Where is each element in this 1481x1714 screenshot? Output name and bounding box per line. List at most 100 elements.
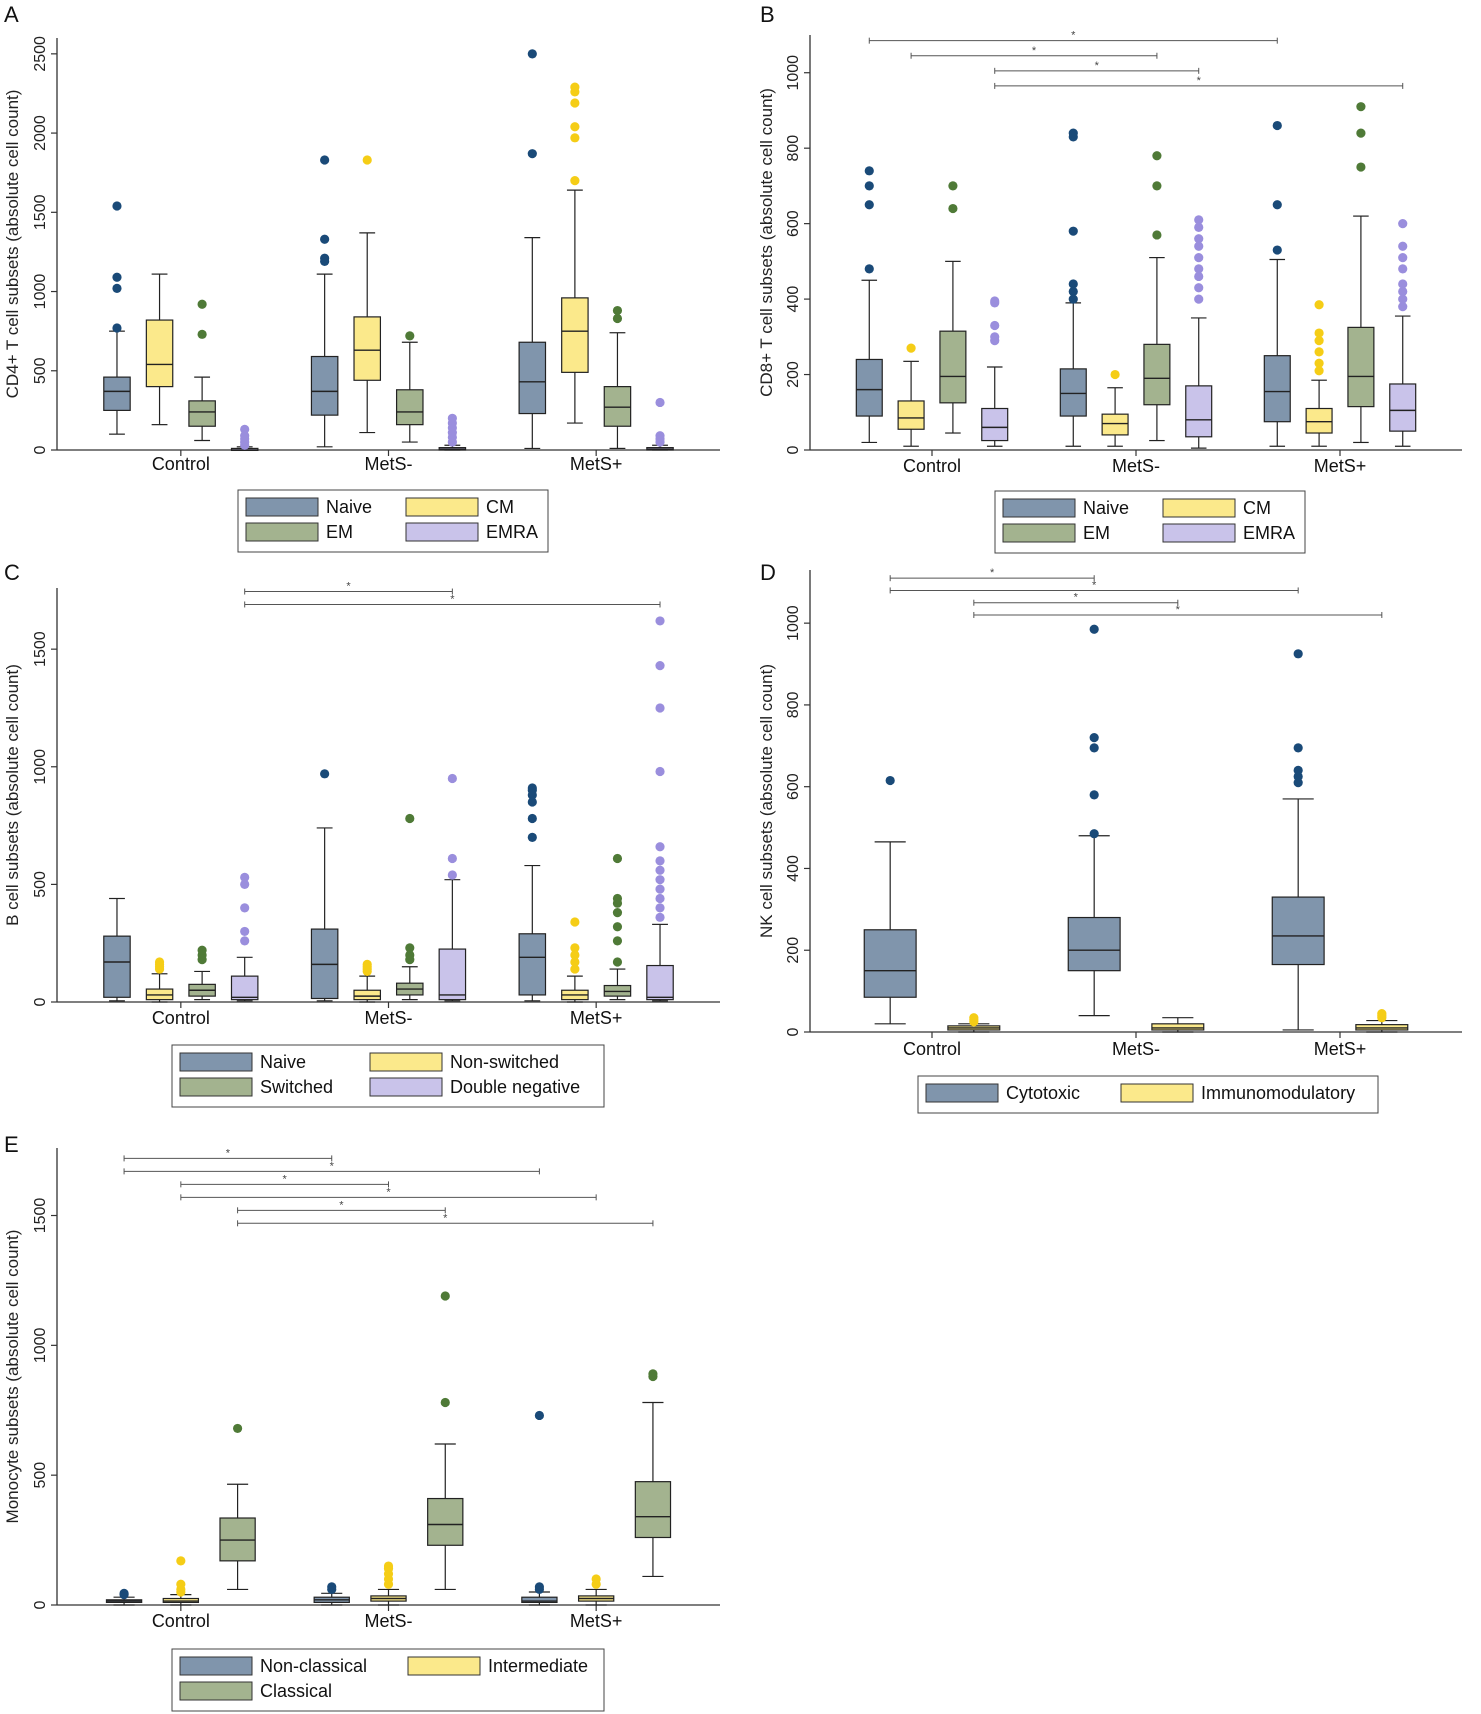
box-em (603, 386, 632, 427)
outlier-point (232, 1423, 243, 1434)
outlier-point (320, 253, 330, 263)
outlier-point (570, 964, 580, 974)
outlier-point (240, 936, 250, 946)
outlier-point (1194, 283, 1204, 293)
box-naive (1263, 355, 1291, 423)
box-cm (561, 297, 589, 373)
box-naive (855, 358, 883, 417)
legend-swatch (405, 497, 479, 517)
outlier-point (570, 122, 580, 132)
outlier-point (383, 1561, 394, 1571)
group-label-mets: MetS+ (1314, 456, 1367, 476)
outlier-point (1398, 219, 1408, 229)
legend-swatch (1162, 523, 1236, 543)
outlier-point (864, 166, 874, 176)
group-label-mets: MetS+ (570, 1008, 623, 1028)
outlier-point (570, 98, 580, 108)
outlier-point (570, 950, 580, 960)
box-double-negative (230, 975, 259, 1001)
outlier-point (655, 766, 665, 777)
group-label-control: Control (152, 454, 210, 474)
outlier-point (655, 912, 665, 922)
box-immunomodulatory (1151, 1023, 1205, 1031)
outlier-point (612, 936, 623, 946)
group-label-mets: MetS- (364, 454, 412, 474)
y-axis-label: B cell subsets (absolute cell count) (3, 664, 22, 926)
outlier-point (1272, 245, 1282, 255)
outlier-point (112, 272, 122, 282)
outlier-point (1356, 128, 1366, 138)
sig-star: * (1095, 60, 1100, 72)
legend-swatch (1120, 1083, 1194, 1103)
sig-star: * (990, 567, 995, 579)
outlier-point (1089, 829, 1099, 839)
outlier-point (1314, 347, 1324, 357)
outlier-point (969, 1013, 979, 1023)
legend-swatch (245, 522, 319, 542)
y-tick-label: 1500 (32, 631, 49, 667)
outlier-point (1194, 222, 1204, 233)
group-label-mets: MetS- (364, 1008, 412, 1028)
outlier-point (1398, 241, 1408, 251)
outlier-point (655, 616, 665, 626)
outlier-point (527, 832, 537, 842)
outlier-point (612, 313, 623, 324)
outlier-point (612, 853, 623, 864)
box-cytotoxic (1271, 896, 1325, 966)
outlier-point (864, 200, 874, 210)
sig-star: * (1197, 75, 1202, 87)
legend-item-emra: EMRA (1243, 523, 1295, 543)
y-tick-label: 500 (32, 871, 49, 898)
box-cytotoxic (1067, 916, 1121, 972)
legend-item-cm: CM (486, 497, 514, 517)
outlier-point (655, 397, 665, 408)
panel-c-letter: C (4, 560, 20, 585)
outlier-point (570, 176, 580, 186)
outlier-point (327, 1582, 337, 1592)
group-label-mets: MetS+ (570, 454, 623, 474)
outlier-point (112, 201, 122, 211)
y-tick-label: 600 (785, 210, 802, 237)
y-axis-label: CD8+ T cell subsets (absolute cell count… (757, 88, 776, 397)
box-non-switched (353, 989, 382, 1001)
outlier-point (655, 856, 665, 866)
legend-swatch (179, 1681, 253, 1701)
outlier-point (1293, 765, 1303, 775)
outlier-point (570, 957, 580, 967)
group-label-control: Control (903, 456, 961, 476)
legend-item-naive: Naive (260, 1052, 306, 1072)
sig-star: * (330, 1160, 335, 1172)
outlier-point (405, 331, 415, 341)
box-cm (353, 316, 382, 381)
outlier-point (1356, 162, 1366, 172)
legend-swatch (925, 1083, 999, 1103)
outlier-point (240, 926, 250, 937)
y-tick-label: 1000 (32, 1327, 49, 1363)
outlier-point (447, 853, 457, 864)
outlier-point (1110, 369, 1120, 380)
box-naive (1059, 368, 1087, 417)
outlier-point (1089, 790, 1099, 800)
y-tick-label: 1500 (32, 194, 49, 230)
outlier-point (570, 917, 580, 927)
outlier-point (405, 813, 415, 824)
y-tick-label: 1000 (785, 605, 802, 641)
outlier-point (440, 1397, 450, 1408)
box-naive (310, 355, 339, 416)
panel-b-letter: B (760, 2, 775, 27)
legend-item-emra: EMRA (486, 522, 538, 542)
legend-item-cm: CM (1243, 498, 1271, 518)
sig-star: * (1071, 30, 1076, 42)
outlier-point (1089, 743, 1099, 753)
sig-star: * (386, 1186, 391, 1198)
box-naive (103, 935, 131, 998)
sig-star: * (1074, 592, 1079, 604)
outlier-point (948, 203, 958, 214)
legend-swatch (179, 1052, 253, 1072)
outlier-point (176, 1579, 186, 1589)
outlier-point (612, 922, 623, 932)
outlier-point (612, 957, 623, 967)
outlier-point (1398, 279, 1408, 289)
outlier-point (240, 879, 250, 889)
outlier-point (1272, 200, 1282, 210)
